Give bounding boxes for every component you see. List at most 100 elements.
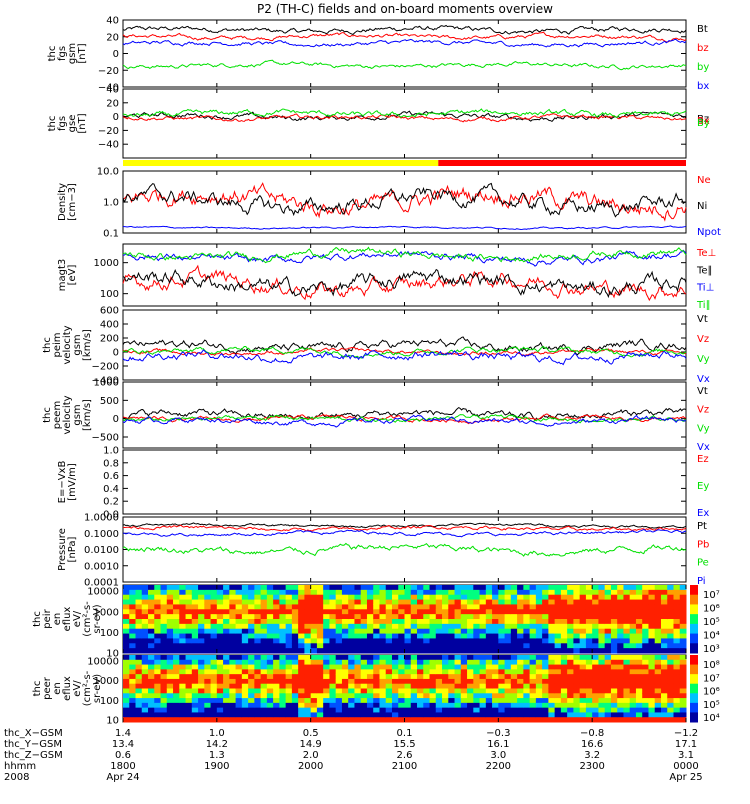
peir-heat-cell <box>385 585 393 591</box>
peir-heat-cell <box>442 638 449 644</box>
peer-heat-cell <box>329 674 337 680</box>
peer-heat-cell <box>354 659 362 666</box>
peir-heat-cell <box>254 609 262 615</box>
peir-heat-cell <box>341 614 349 620</box>
peir-heat-cell <box>454 594 462 601</box>
peir-heat-cell <box>329 643 337 649</box>
peer-heat-cell <box>504 717 512 723</box>
peir-heat-cell <box>254 619 262 625</box>
peir-heat-cell <box>523 614 531 620</box>
peir-heat-cell <box>260 604 268 610</box>
peer-heat-cell <box>598 707 606 713</box>
peer-heat-cell <box>567 688 574 694</box>
peir-heat-cell <box>410 628 418 635</box>
peir-heat-cell <box>623 585 631 591</box>
peir-heat-cell <box>335 623 343 630</box>
ephemeris-value: 3.2 <box>584 750 600 761</box>
peer-heat-cell <box>485 702 493 709</box>
peer-heat-cell <box>579 693 587 699</box>
peir-heat-cell <box>654 623 662 630</box>
peir-heat-cell <box>660 614 668 620</box>
peer-heat-cell <box>154 678 162 685</box>
ephemeris-value: 15.5 <box>393 739 415 750</box>
peir-heat-cell <box>442 633 449 639</box>
peer-heat-cell <box>310 707 318 713</box>
peer-heat-cell <box>479 664 487 670</box>
peer-heat-cell <box>504 702 512 709</box>
peer-heat-cell <box>185 683 193 689</box>
peir-heat-cell <box>273 604 280 610</box>
peir-heat-cell <box>285 604 293 610</box>
peir-heat-cell <box>460 614 468 620</box>
peer-heat-cell <box>123 688 130 694</box>
peir-heat-cell <box>135 609 143 615</box>
peer-heat-cell <box>504 678 512 685</box>
peer-heat-cell <box>210 683 218 689</box>
peir-colorbar-segment <box>690 604 698 615</box>
peir-heat-cell <box>592 619 599 625</box>
peir-heat-cell <box>204 619 212 625</box>
peer-heat-cell <box>260 707 268 713</box>
peer-heat-cell <box>354 693 362 699</box>
peem_vel-ytick-label: −500 <box>92 433 119 444</box>
peer-heat-cell <box>316 683 324 689</box>
peir-heat-cell <box>141 585 149 591</box>
peir-heat-cell <box>391 609 399 615</box>
peir-heat-cell <box>298 609 305 615</box>
peir-heat-cell <box>648 643 656 649</box>
peir-heat-cell <box>379 623 387 630</box>
peir-heat-cell <box>404 589 412 596</box>
peir-heat-cell <box>642 604 649 610</box>
peir-heat-cell <box>517 643 524 649</box>
peer-heat-cell <box>573 698 581 704</box>
peir-heat-cell <box>498 619 506 625</box>
peir-heat-cell <box>141 643 149 649</box>
peer-heat-cell <box>617 659 624 666</box>
peer-heat-cell <box>448 707 456 713</box>
peir-heat-cell <box>610 633 618 639</box>
peer-heat-cell <box>567 674 574 680</box>
peir-heat-cell <box>141 589 149 596</box>
peer-heat-cell <box>510 655 518 661</box>
peer-heat-cell <box>635 664 643 670</box>
peer-heat-cell <box>404 712 412 718</box>
peer-heat-cell <box>635 698 643 704</box>
peer-heat-cell <box>366 693 374 699</box>
peir-heat-cell <box>579 643 587 649</box>
peer-heat-cell <box>623 698 631 704</box>
peer-heat-cell <box>585 669 593 675</box>
peir-heat-cell <box>467 628 474 635</box>
peir-heat-cell <box>579 628 587 635</box>
peer-heat-cell <box>679 678 687 685</box>
peir-heat-cell <box>123 589 130 596</box>
peer-heat-cell <box>248 669 255 675</box>
peir-heat-cell <box>316 623 324 630</box>
peer-heat-cell <box>179 712 187 718</box>
peir-heat-cell <box>592 585 599 591</box>
peer-heat-cell <box>235 664 243 670</box>
peir-heat-cell <box>523 628 531 635</box>
peer-heat-cell <box>229 659 237 666</box>
peer-heat-cell <box>291 669 299 675</box>
peir-heat-cell <box>273 619 280 625</box>
peer-heat-cell <box>617 669 624 675</box>
peir-heat-cell <box>648 594 656 601</box>
peir-heat-cell <box>179 648 187 654</box>
peir-ylabel-line: en <box>52 613 63 626</box>
peir-heat-cell <box>229 643 237 649</box>
peer-heat-cell <box>310 717 318 723</box>
peer-heat-cell <box>485 712 493 718</box>
peir-heat-cell <box>335 638 343 644</box>
peer-heat-cell <box>673 655 681 661</box>
peir-heat-cell <box>248 589 255 596</box>
peer-heat-cell <box>216 717 224 723</box>
peer-heat-cell <box>123 655 130 661</box>
peer-heat-cell <box>285 693 293 699</box>
peir-heat-cell <box>473 623 481 630</box>
peer-colorbar-segment <box>690 683 698 694</box>
peer-heat-cell <box>204 688 212 694</box>
peir-heat-cell <box>241 599 249 605</box>
peir-heat-cell <box>266 609 274 615</box>
peer-heat-cell <box>442 669 449 675</box>
peir-heat-cell <box>635 599 643 605</box>
